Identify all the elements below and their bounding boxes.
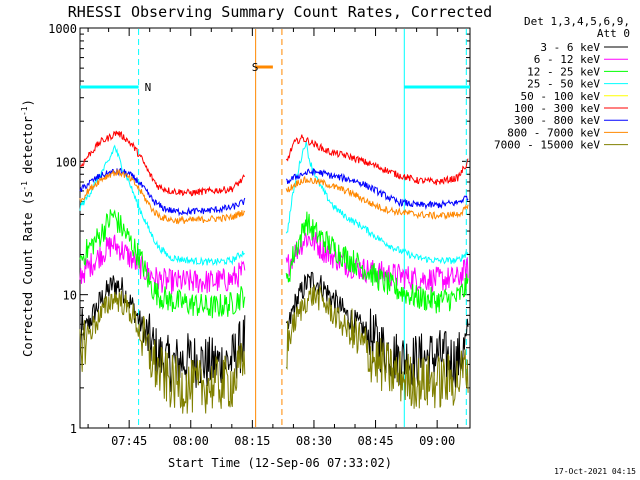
legend-label-2: 12 - 25 keV [527,65,600,78]
legend-label-7: 800 - 7000 keV [507,126,600,139]
chart-title: RHESSI Observing Summary Count Rates, Co… [68,3,492,21]
x-tick-label-1: 08:00 [173,434,209,448]
y-axis-label-sup1: -1 [20,181,29,191]
x-tick-label-5: 09:00 [419,434,455,448]
x-tick-label-3: 08:30 [296,434,332,448]
x-tick-label-4: 08:45 [357,434,393,448]
x-tick-label-0: 07:45 [111,434,147,448]
y-axis-label-sup2: -1 [20,106,29,116]
x-axis-label: Start Time (12-Sep-06 07:33:02) [168,456,392,470]
legend-label-4: 50 - 100 keV [521,90,601,103]
timestamp: 17-Oct-2021 04:15 [554,467,636,476]
y-tick-label-0: 1 [70,422,77,436]
legend-label-5: 100 - 300 keV [514,102,600,115]
y-tick-label-3: 1000 [48,22,77,36]
y-axis-label: Corrected Count Rate (s-1 detector-1) [20,99,35,357]
y-axis-label-end: ) [21,99,35,106]
legend-header-2: Att 0 [597,27,630,40]
y-axis-label-main: Corrected Count Rate (s [21,191,35,357]
series-line-7 [79,169,469,225]
series-line-8 [79,284,469,414]
flag-group: NS [80,61,470,94]
y-axis-label-mid: detector [21,116,35,181]
series-line-5 [79,130,469,197]
plot-frame [79,27,471,429]
series-line-2 [79,209,469,319]
series-group [79,130,469,414]
flag-label-S: S [252,61,259,74]
flag-label-N: N [145,81,152,94]
legend-label-1: 6 - 12 keV [534,53,601,66]
y-tick-label-2: 100 [55,155,77,169]
legend-header-1: Det 1,3,4,5,6,9, [524,15,630,28]
legend-label-3: 25 - 50 keV [527,78,600,91]
y-tick-label-1: 10 [63,289,77,303]
legend-label-0: 3 - 6 keV [540,41,600,54]
x-tick-label-2: 08:15 [234,434,270,448]
series-line-3 [79,141,469,267]
legend-label-6: 300 - 800 keV [514,114,600,127]
legend-label-8: 7000 - 15000 keV [494,139,600,152]
